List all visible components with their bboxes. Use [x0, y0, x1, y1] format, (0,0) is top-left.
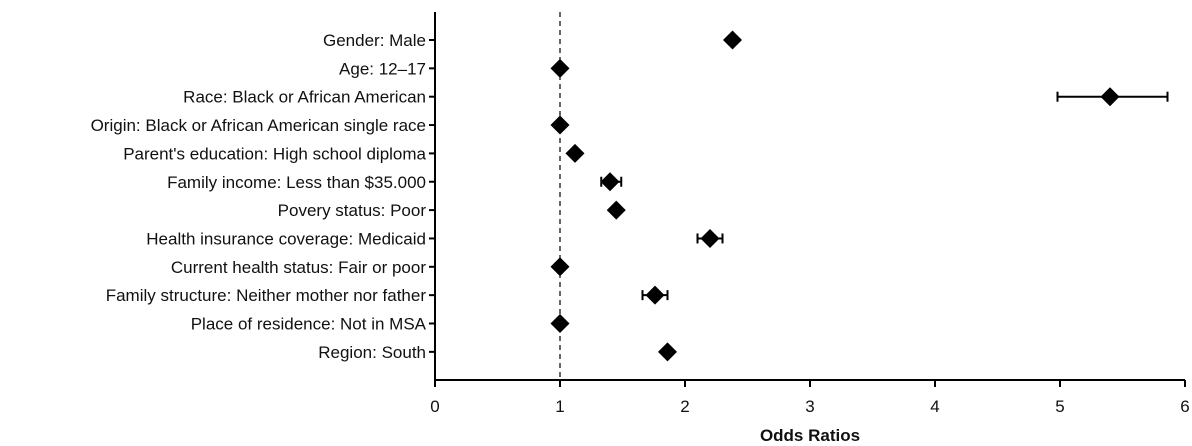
y-axis-labels: Gender: Male Age: 12–17 Race: Black or Afr…	[91, 31, 427, 362]
data-point-diamond	[606, 200, 626, 220]
data-point-diamond	[658, 342, 677, 362]
data-point-diamond	[645, 285, 665, 305]
y-category-label: Race: Black or African American	[183, 88, 426, 107]
y-category-label: Health insurance coverage: Medicaid	[146, 229, 426, 248]
y-category-label: Family structure: Neither mother nor fat…	[106, 286, 427, 305]
data-point-diamond	[1100, 87, 1120, 107]
x-tick-label: 4	[930, 397, 939, 416]
y-category-label: Place of residence: Not in MSA	[191, 315, 427, 334]
y-category-label: Origin: Black or African American single…	[91, 116, 426, 135]
x-tick-label: 3	[805, 397, 814, 416]
data-point-diamond	[700, 228, 720, 248]
x-tick-label: 1	[555, 397, 564, 416]
y-category-label: Age: 12–17	[339, 59, 426, 78]
y-category-label: Region: South	[318, 343, 426, 362]
y-category-label: Gender: Male	[323, 31, 426, 50]
y-axis	[429, 12, 436, 380]
data-point-diamond	[550, 115, 570, 135]
x-tick-label: 0	[430, 397, 439, 416]
data-point-diamond	[600, 172, 620, 192]
y-category-label: Parent's education: High school diploma	[123, 144, 426, 163]
data-point-diamond	[723, 30, 742, 50]
data-point-diamond	[550, 257, 570, 277]
y-category-label: Current health status: Fair or poor	[171, 258, 426, 277]
data-marks	[550, 30, 1169, 362]
y-category-label: Povery status: Poor	[278, 201, 427, 220]
x-tick-label: 5	[1055, 397, 1064, 416]
data-point-diamond	[550, 314, 570, 333]
data-point-diamond	[565, 143, 585, 163]
y-category-label: Family income: Less than $35.000	[167, 173, 426, 192]
x-tick-label: 6	[1180, 397, 1189, 416]
x-axis-label: Odds Ratios	[760, 426, 860, 445]
x-tick-label: 2	[680, 397, 689, 416]
x-axis: 0 1 2 3 4 5 6	[430, 379, 1190, 416]
data-point-diamond	[550, 58, 570, 78]
